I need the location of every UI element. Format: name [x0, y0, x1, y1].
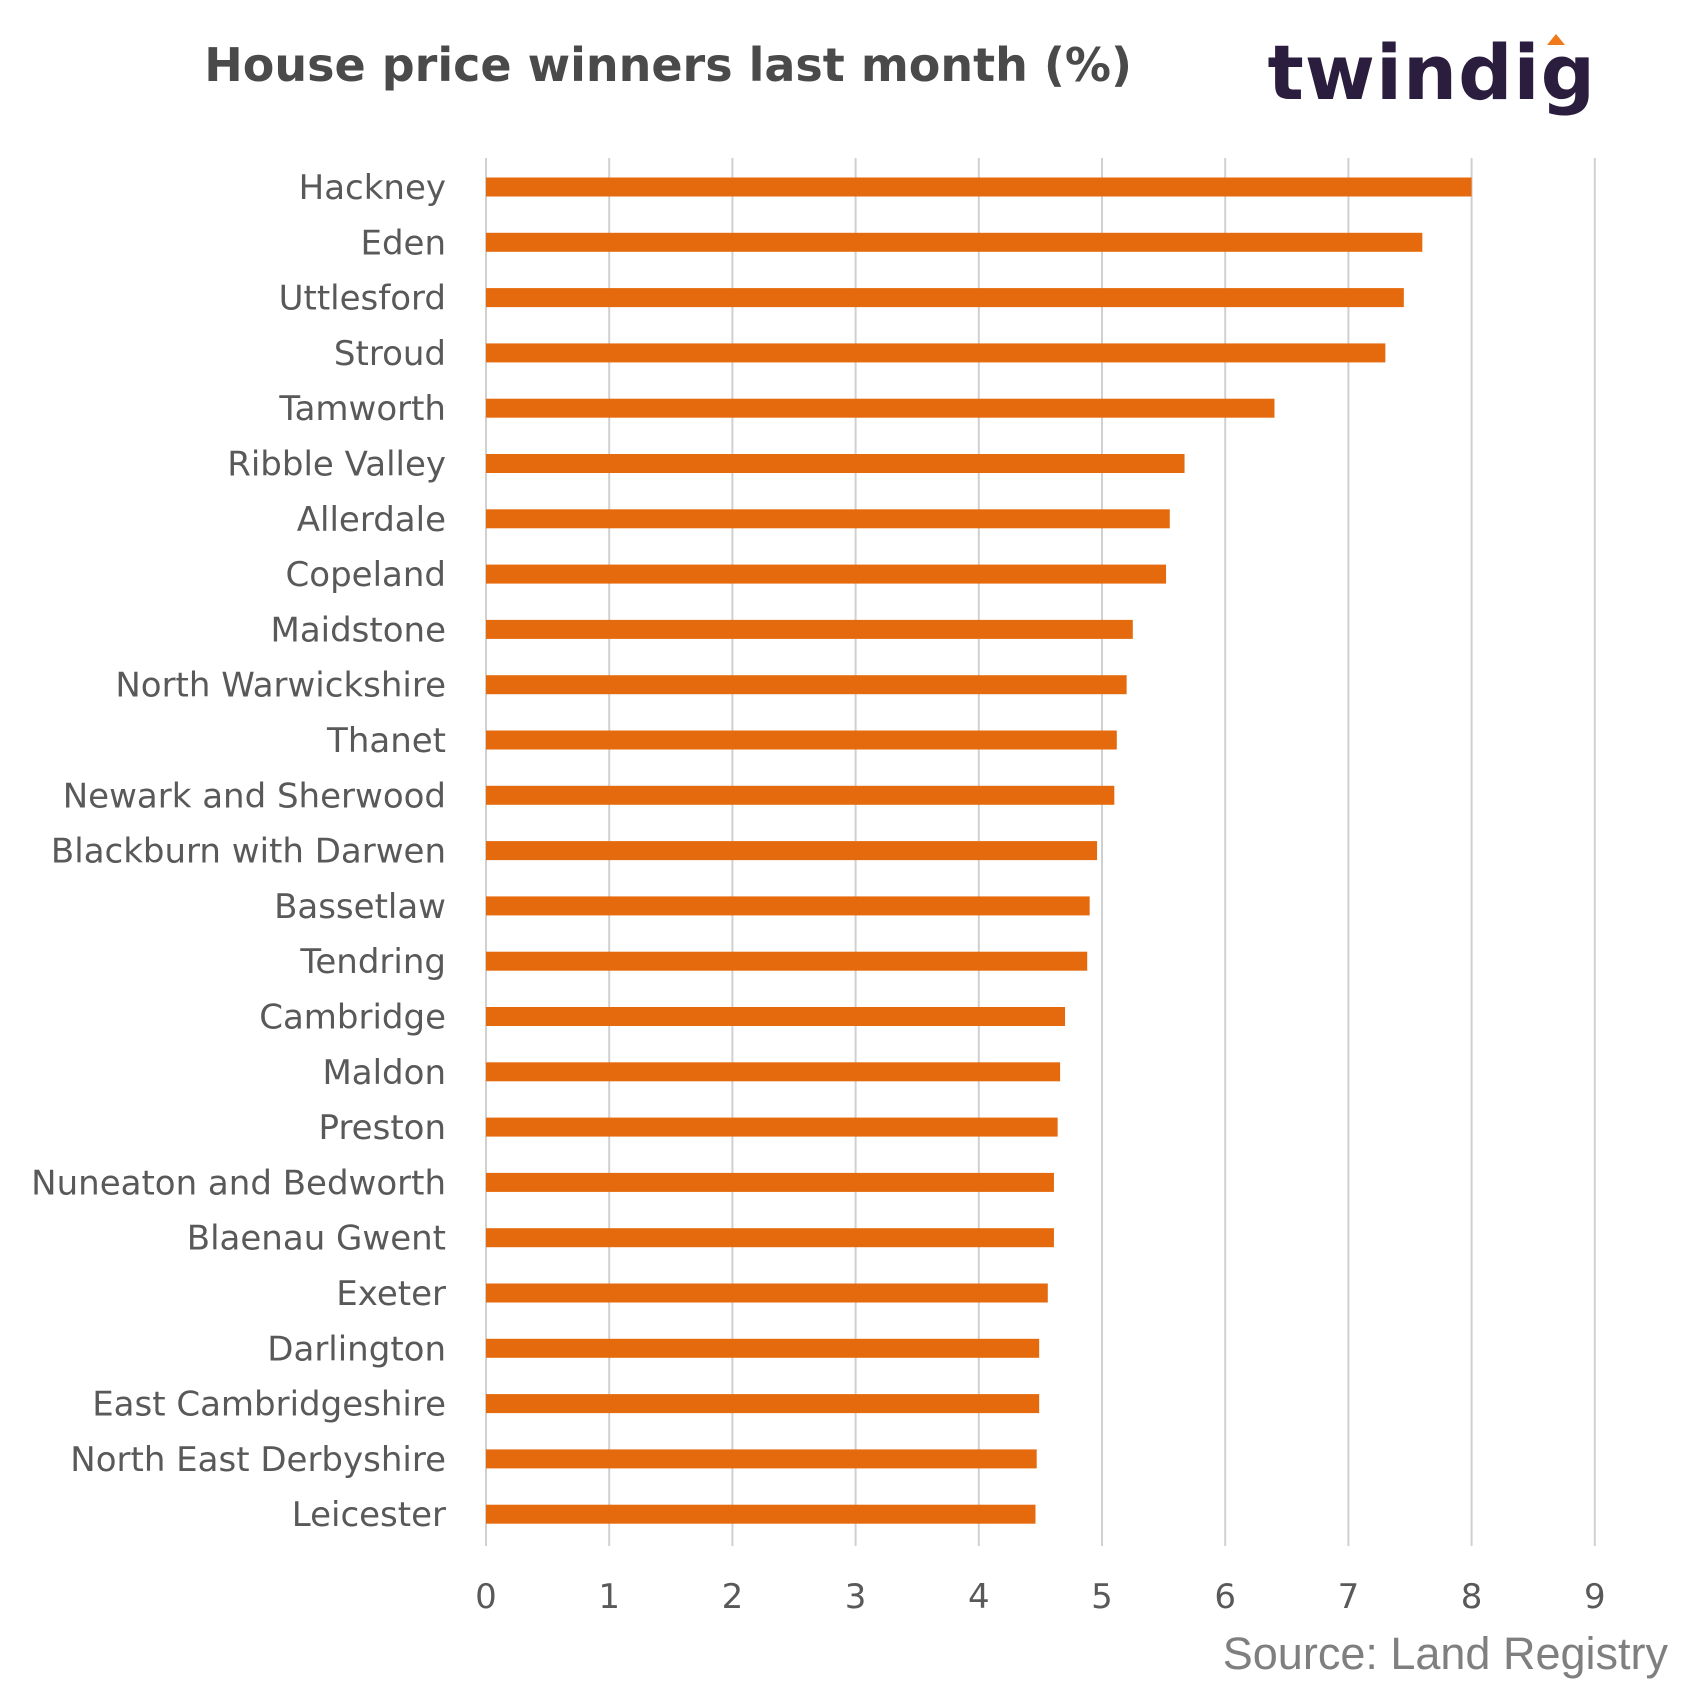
- bar-5: [486, 398, 1275, 418]
- bar-8: [486, 564, 1167, 584]
- bar-22: [486, 1338, 1040, 1358]
- category-label-25: Leicester: [292, 1495, 446, 1535]
- bar-4: [486, 343, 1386, 363]
- bar-17: [486, 1062, 1061, 1082]
- bar-14: [486, 896, 1090, 916]
- x-tick-label-2: 2: [722, 1577, 744, 1617]
- twindig-logo: twindig: [1267, 28, 1596, 117]
- bar-15: [486, 951, 1088, 971]
- category-label-9: Maidstone: [270, 610, 446, 650]
- category-label-11: Thanet: [326, 721, 446, 761]
- bar-2: [486, 232, 1423, 252]
- category-label-4: Stroud: [334, 334, 446, 374]
- category-label-1: Hackney: [299, 168, 446, 208]
- bar-3: [486, 288, 1404, 308]
- category-label-3: Uttlesford: [279, 279, 446, 319]
- category-label-10: North Warwickshire: [115, 666, 446, 706]
- x-tick-label-9: 9: [1584, 1577, 1606, 1617]
- bar-6: [486, 454, 1185, 473]
- bar-10: [486, 675, 1127, 695]
- category-label-20: Blaenau Gwent: [187, 1219, 446, 1259]
- x-tick-label-3: 3: [845, 1577, 867, 1617]
- x-tick-label-7: 7: [1338, 1577, 1360, 1617]
- x-tick-label-1: 1: [598, 1577, 620, 1617]
- category-label-12: Newark and Sherwood: [63, 776, 446, 816]
- bar-21: [486, 1283, 1048, 1303]
- x-tick-label-4: 4: [968, 1577, 990, 1617]
- x-tick-label-0: 0: [475, 1577, 497, 1617]
- category-label-21: Exeter: [336, 1274, 446, 1314]
- category-label-24: North East Derbyshire: [70, 1440, 446, 1480]
- category-label-18: Preston: [319, 1108, 446, 1148]
- category-label-22: Darlington: [267, 1329, 446, 1369]
- bar-12: [486, 785, 1115, 805]
- category-label-6: Ribble Valley: [227, 445, 446, 485]
- bar-25: [486, 1504, 1036, 1524]
- category-label-16: Cambridge: [259, 998, 446, 1038]
- category-label-23: East Cambridgeshire: [92, 1385, 446, 1425]
- category-label-2: Eden: [360, 223, 446, 263]
- bar-9: [486, 619, 1133, 639]
- category-label-15: Tendring: [299, 942, 446, 982]
- bar-16: [486, 1007, 1066, 1026]
- category-label-17: Maldon: [322, 1053, 446, 1093]
- bar-19: [486, 1172, 1054, 1192]
- bar-18: [486, 1117, 1058, 1137]
- bar-13: [486, 841, 1098, 861]
- x-tick-label-6: 6: [1214, 1577, 1236, 1617]
- bar-1: [486, 177, 1472, 197]
- x-tick-label-8: 8: [1461, 1577, 1483, 1617]
- logo-roof-icon: [1547, 34, 1565, 45]
- bar-24: [486, 1449, 1037, 1469]
- category-label-7: Allerdale: [297, 500, 446, 540]
- bar-7: [486, 509, 1170, 529]
- category-label-13: Blackburn with Darwen: [51, 832, 446, 872]
- source-note: Source: Land Registry: [1222, 1628, 1668, 1679]
- bar-11: [486, 730, 1117, 750]
- category-label-8: Copeland: [286, 555, 446, 595]
- category-label-14: Bassetlaw: [274, 887, 446, 927]
- bar-23: [486, 1394, 1040, 1414]
- chart-title: House price winners last month (%): [204, 38, 1132, 92]
- x-tick-label-5: 5: [1091, 1577, 1113, 1617]
- category-label-19: Nuneaton and Bedworth: [31, 1163, 446, 1203]
- category-label-5: Tamworth: [278, 389, 446, 429]
- bar-20: [486, 1228, 1054, 1248]
